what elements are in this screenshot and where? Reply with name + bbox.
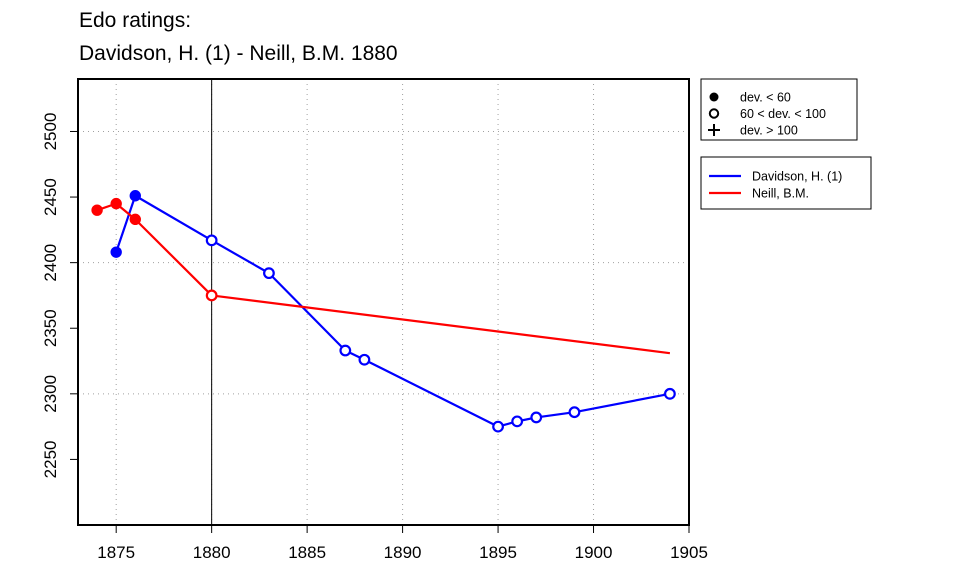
data-point [205, 289, 218, 302]
x-tick-label: 1885 [288, 543, 326, 562]
data-point [129, 190, 141, 202]
marker-legend-label: dev. > 100 [740, 124, 798, 138]
series-0 [110, 190, 676, 433]
filled-circle-icon [709, 92, 719, 102]
y-tick-label: 2500 [41, 113, 60, 151]
data-point [129, 213, 141, 226]
series-legend-box [700, 156, 872, 210]
y-tick-label: 2400 [41, 244, 60, 282]
x-tick-label: 1895 [479, 543, 517, 562]
x-tick-label: 1890 [384, 543, 422, 562]
grid [78, 79, 689, 525]
marker-legend-label: 60 < dev. < 100 [740, 107, 826, 121]
marker-legend: dev. < 60 60 < dev. < 100 dev. > 100 [700, 78, 858, 141]
y-tick-label: 2350 [41, 309, 60, 347]
x-axis: 1875 1880 1885 1890 1895 1900 1905 [97, 524, 708, 562]
data-point [511, 415, 524, 428]
y-tick-label: 2300 [41, 375, 60, 413]
plot-series [91, 190, 676, 433]
open-circle-icon [708, 108, 720, 119]
x-tick-label: 1875 [97, 543, 135, 562]
data-point [110, 197, 122, 210]
marker-legend-box [700, 78, 858, 141]
series-legend-label: Neill, B.M. [752, 187, 809, 201]
data-point [568, 406, 581, 419]
y-tick-label: 2250 [41, 440, 60, 478]
series-1 [91, 197, 671, 355]
title-line-1: Edo ratings: [79, 9, 191, 32]
data-point [492, 420, 504, 433]
data-point [664, 387, 676, 400]
x-tick-label: 1880 [193, 543, 231, 562]
data-point [358, 353, 371, 366]
marker-legend-label: dev. < 60 [740, 91, 791, 105]
series-legend-label: Davidson, H. (1) [752, 170, 842, 184]
series-legend: Davidson, H. (1) Neill, B.M. [700, 156, 872, 210]
data-point [110, 246, 122, 258]
x-tick-label: 1905 [670, 543, 708, 562]
y-axis: 2250 2300 2350 2400 2450 2500 [41, 113, 79, 478]
series-line [96, 202, 671, 355]
chart-title: Edo ratings: Davidson, H. (1) - Neill, B… [79, 9, 398, 65]
data-point [530, 411, 543, 424]
data-point [339, 344, 352, 357]
data-point [263, 267, 275, 280]
series-line [115, 194, 671, 428]
data-point [91, 204, 103, 216]
plot-frame [77, 78, 690, 526]
data-point [205, 234, 218, 247]
y-tick-label: 2450 [41, 178, 60, 216]
title-line-2: Davidson, H. (1) - Neill, B.M. 1880 [79, 42, 398, 65]
x-tick-label: 1900 [575, 543, 613, 562]
plus-icon [708, 124, 720, 136]
